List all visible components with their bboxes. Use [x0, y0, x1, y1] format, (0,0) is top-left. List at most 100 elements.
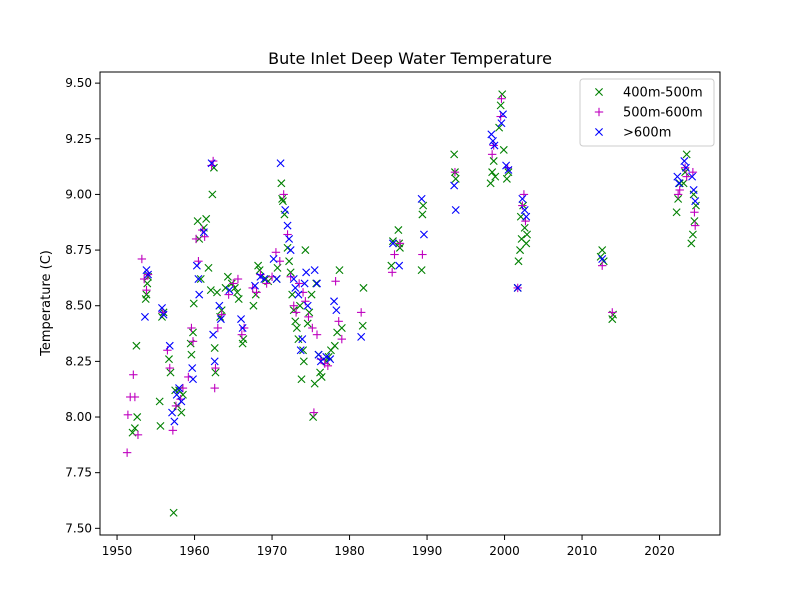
data-point	[199, 228, 208, 237]
x-tick-label: 1950	[102, 544, 133, 558]
data-point	[499, 145, 508, 154]
data-point	[213, 323, 222, 333]
y-tick-label: 8.50	[65, 299, 92, 313]
data-point	[309, 408, 319, 417]
data-point	[518, 194, 527, 203]
data-point	[271, 248, 281, 257]
data-point	[680, 157, 689, 166]
y-tick-label: 9.25	[65, 132, 92, 146]
series-2	[140, 110, 700, 426]
data-point	[206, 286, 215, 295]
data-point	[417, 194, 426, 203]
data-point	[675, 185, 684, 195]
data-point	[237, 315, 246, 324]
data-point	[495, 123, 504, 132]
x-tick-label: 2020	[644, 544, 675, 558]
data-point	[137, 254, 147, 264]
data-point	[191, 234, 201, 244]
data-point	[504, 165, 513, 174]
data-point	[156, 421, 165, 430]
data-point	[302, 268, 311, 277]
x-tick-label: 1970	[257, 544, 288, 558]
data-point	[673, 190, 683, 199]
data-point	[139, 274, 149, 284]
data-point	[488, 137, 497, 145]
legend-marker	[594, 107, 604, 117]
data-point	[674, 194, 683, 203]
x-axis: 1950 1960 1970 1980 1990 2000 2010 2020	[102, 535, 675, 558]
data-point	[608, 308, 617, 317]
y-axis-label: Temperature (C)	[39, 250, 54, 357]
data-point	[520, 223, 529, 232]
data-point	[490, 141, 499, 150]
data-point	[165, 341, 174, 350]
data-point	[303, 319, 312, 328]
data-point	[687, 239, 696, 248]
data-point	[491, 172, 500, 181]
data-point	[337, 323, 346, 332]
data-point	[140, 312, 149, 321]
data-point	[486, 179, 495, 188]
data-point	[255, 266, 264, 275]
data-point	[688, 167, 698, 177]
data-point	[288, 290, 297, 299]
data-point	[256, 272, 265, 281]
data-point	[171, 386, 180, 395]
data-point	[497, 119, 506, 128]
data-point	[451, 174, 460, 183]
data-point	[497, 94, 506, 103]
data-point	[216, 315, 225, 324]
points-layer	[122, 90, 700, 517]
data-point	[331, 277, 340, 286]
data-point	[178, 383, 188, 393]
data-point	[688, 230, 697, 239]
data-point	[292, 323, 301, 332]
data-point	[330, 297, 339, 306]
data-point	[504, 168, 513, 177]
data-point	[332, 306, 341, 315]
data-point	[299, 357, 308, 366]
legend-marker	[595, 128, 603, 136]
data-point	[298, 335, 307, 344]
data-point	[193, 217, 202, 226]
data-point	[283, 221, 292, 230]
data-point	[254, 261, 263, 270]
data-point	[217, 306, 226, 315]
data-point	[672, 208, 681, 217]
data-point	[395, 261, 404, 270]
data-point	[690, 208, 699, 217]
data-point	[213, 288, 222, 297]
data-point	[168, 408, 177, 417]
data-point	[303, 301, 312, 310]
x-tick-label: 2000	[489, 544, 520, 558]
data-point	[187, 323, 196, 333]
data-point	[295, 301, 304, 310]
data-point	[305, 308, 314, 317]
axes-frame	[99, 71, 721, 536]
x-tick-label: 1960	[179, 544, 210, 558]
data-point	[276, 159, 285, 168]
data-point	[674, 179, 683, 188]
data-point	[387, 268, 397, 277]
data-point	[502, 174, 511, 183]
data-point	[278, 194, 287, 203]
data-point	[260, 275, 269, 284]
data-point	[230, 283, 239, 292]
data-point	[516, 246, 525, 255]
data-point	[211, 363, 220, 373]
data-point	[523, 230, 532, 239]
data-point	[598, 246, 607, 255]
data-point	[239, 323, 249, 333]
series-0	[128, 90, 700, 517]
data-point	[192, 261, 201, 270]
x-tick-label: 1990	[412, 544, 443, 558]
data-point	[297, 375, 306, 384]
data-point	[498, 90, 507, 99]
data-point	[132, 341, 141, 350]
data-point	[122, 448, 132, 457]
data-point	[187, 350, 196, 359]
data-point	[294, 335, 303, 344]
data-point	[275, 257, 284, 266]
data-point	[130, 424, 139, 433]
data-point	[681, 163, 690, 172]
